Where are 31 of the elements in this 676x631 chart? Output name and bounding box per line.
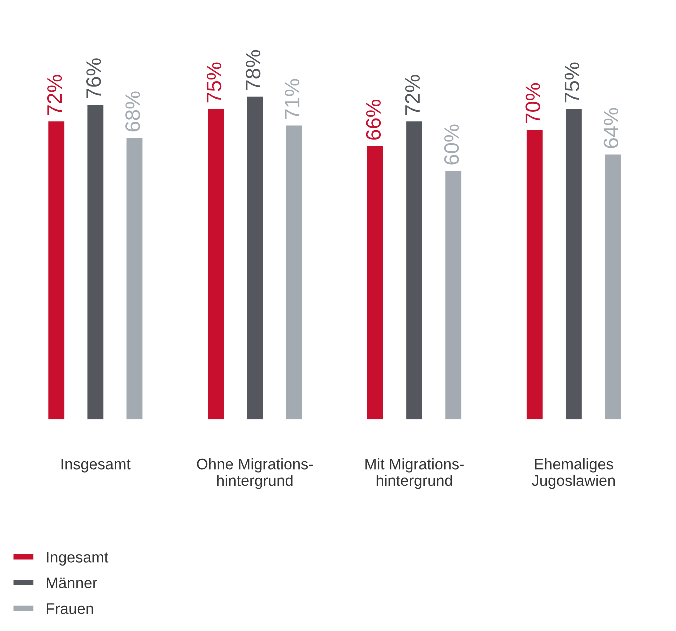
data-label: 66% [366,100,382,140]
bar [88,105,104,420]
bar [526,130,543,420]
bar [605,154,621,420]
bar [446,171,462,420]
data-label: 76% [86,58,102,98]
bar [367,146,384,420]
bar [48,122,65,420]
bar [126,138,143,420]
x-tick-label: Insgesamt [62,459,131,473]
data-label: 72% [47,75,62,116]
data-label: 60% [444,124,460,165]
x-tick-label: Ohne Migrations- hintergrund [197,458,314,490]
data-label: 68% [126,92,140,132]
x-tick-label: Mit Migrations- hintergrund [366,458,464,490]
bar [286,126,302,420]
bar [566,109,582,420]
data-label: 64% [604,108,619,148]
legend-label: Frauen [47,604,94,614]
legend-label: Männer [47,578,98,589]
data-label: 75% [564,62,580,103]
legend-label: Ingesamt [47,552,109,566]
bar [247,96,264,420]
data-label: 70% [526,83,540,124]
data-label: 78% [246,50,261,90]
x-tick-label: Ehemaliges Jugoslawien [532,458,616,490]
bar [406,122,422,420]
data-label: 71% [285,79,300,120]
data-label: 72% [405,75,420,116]
bar [208,109,224,420]
data-label: 75% [206,62,222,103]
